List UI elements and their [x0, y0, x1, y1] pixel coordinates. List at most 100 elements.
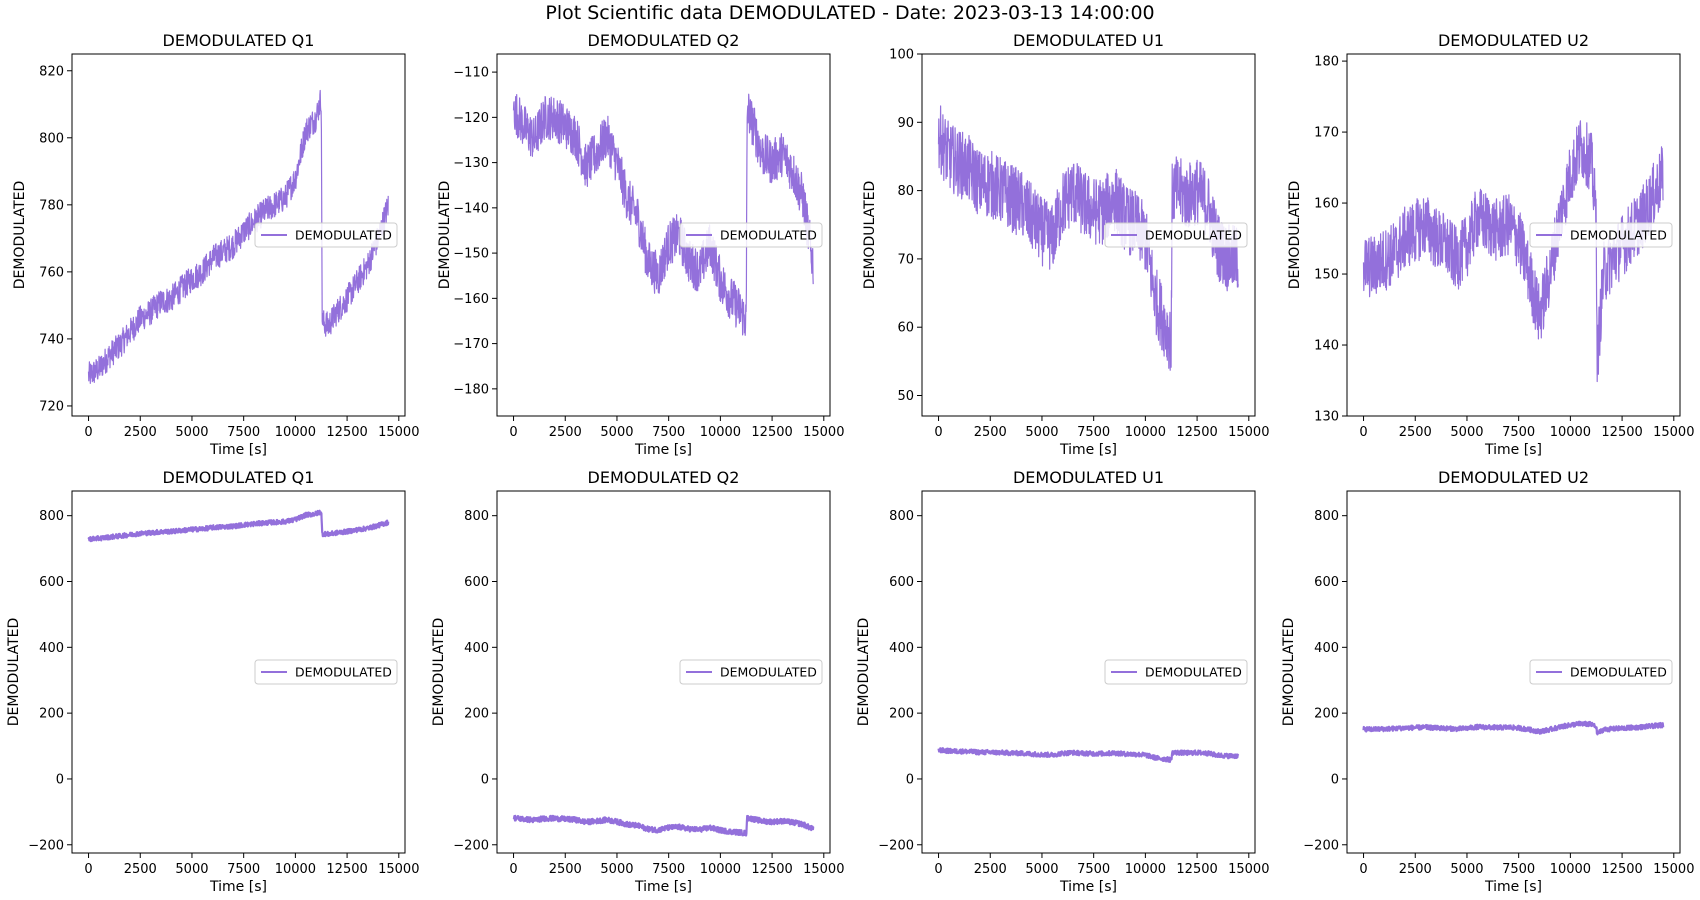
- axes-frame: [921, 490, 1256, 854]
- y-tick-label: 740: [39, 332, 64, 347]
- x-tick-label: 2500: [974, 862, 1007, 877]
- y-tick-label: 760: [39, 265, 64, 280]
- subplot-8: 0 2500 5000 7500 10000 12500 15000 −200 0 200 400 6…: [1281, 468, 1694, 895]
- legend-box: [679, 659, 823, 685]
- subplot-title: DEMODULATED Q1: [163, 468, 315, 487]
- subplot-1: 0 2500 5000 7500 10000 12500 15000 720 740 760 780…: [12, 31, 419, 458]
- x-tick-label: 10000: [275, 862, 316, 877]
- y-tick-label: −120: [453, 111, 489, 126]
- y-tick-label: 720: [39, 399, 64, 414]
- subplot-5: 0 2500 5000 7500 10000 12500 15000 −200 0 200 400 6…: [6, 468, 419, 895]
- x-tick-label: 0: [1359, 425, 1367, 440]
- legend: DEMODULATED: [1104, 659, 1248, 685]
- y-axis-label: DEMODULATED: [862, 181, 878, 290]
- y-axis-label: DEMODULATED: [1287, 181, 1303, 290]
- series-line: [937, 105, 1239, 371]
- y-tick-label: 90: [897, 116, 914, 131]
- x-tick-label: 0: [934, 862, 942, 877]
- x-tick-label: 0: [84, 425, 92, 440]
- y-tick-label: 200: [39, 707, 64, 722]
- x-tick-label: 2500: [1399, 425, 1432, 440]
- legend: DEMODULATED: [254, 222, 398, 248]
- series-line: [512, 93, 814, 336]
- y-tick-label: 600: [464, 575, 489, 590]
- legend-box: [1104, 222, 1248, 248]
- x-tick-label: 0: [1359, 862, 1367, 877]
- y-tick-label: 50: [897, 389, 914, 404]
- series-line: [1362, 120, 1664, 383]
- legend-box: [1104, 659, 1248, 685]
- axes-frame: [71, 490, 406, 854]
- legend-label: DEMODULATED: [1145, 228, 1242, 243]
- x-tick-label: 2500: [549, 425, 582, 440]
- x-tick-label: 2500: [124, 425, 157, 440]
- subplot-4: 0 2500 5000 7500 10000 12500 15000 130 140 150 160…: [1287, 31, 1694, 458]
- x-tick-label: 15000: [1228, 425, 1269, 440]
- legend-box: [1529, 222, 1673, 248]
- subplot-title: DEMODULATED Q1: [163, 31, 315, 50]
- x-tick-label: 5000: [1025, 862, 1058, 877]
- y-tick-label: 400: [39, 641, 64, 656]
- legend: DEMODULATED: [1104, 222, 1248, 248]
- x-tick-label: 5000: [1450, 425, 1483, 440]
- legend-box: [254, 659, 398, 685]
- y-tick-label: 0: [1331, 772, 1339, 787]
- y-tick-label: 800: [39, 509, 64, 524]
- x-tick-label: 0: [509, 425, 517, 440]
- y-tick-label: 820: [39, 64, 64, 79]
- x-tick-label: 15000: [803, 425, 844, 440]
- x-axis-label: Time [s]: [209, 879, 267, 895]
- y-tick-label: 160: [1314, 197, 1339, 212]
- y-tick-label: 600: [889, 575, 914, 590]
- legend: DEMODULATED: [679, 659, 823, 685]
- y-axis-label: DEMODULATED: [12, 181, 28, 290]
- x-tick-label: 5000: [175, 862, 208, 877]
- x-tick-label: 0: [509, 862, 517, 877]
- subplot-title: DEMODULATED Q2: [588, 468, 740, 487]
- x-axis-label: Time [s]: [1059, 442, 1117, 458]
- subplot-title: DEMODULATED Q2: [588, 31, 740, 50]
- x-tick-label: 10000: [700, 862, 741, 877]
- y-tick-label: 60: [897, 321, 914, 336]
- x-tick-label: 12500: [1601, 425, 1642, 440]
- y-tick-label: 180: [1314, 55, 1339, 70]
- x-tick-label: 12500: [1176, 862, 1217, 877]
- x-tick-label: 7500: [1502, 425, 1535, 440]
- x-tick-label: 12500: [1601, 862, 1642, 877]
- y-tick-label: −200: [453, 838, 489, 853]
- y-tick-label: 600: [39, 575, 64, 590]
- y-axis-label: DEMODULATED: [856, 618, 872, 727]
- x-tick-label: 7500: [652, 425, 685, 440]
- y-tick-label: 800: [39, 131, 64, 146]
- y-axis-label: DEMODULATED: [6, 618, 22, 727]
- series-line: [937, 747, 1240, 764]
- figure-title: Plot Scientific data DEMODULATED - Date:…: [545, 2, 1155, 24]
- subplot-title: DEMODULATED U1: [1013, 31, 1164, 50]
- x-tick-label: 5000: [1450, 862, 1483, 877]
- y-tick-label: −130: [453, 156, 489, 171]
- x-tick-label: 5000: [600, 425, 633, 440]
- x-tick-label: 12500: [326, 425, 367, 440]
- subplot-title: DEMODULATED U2: [1438, 31, 1589, 50]
- legend: DEMODULATED: [679, 222, 823, 248]
- x-tick-label: 15000: [803, 862, 844, 877]
- y-tick-label: −200: [878, 838, 914, 853]
- x-axis-label: Time [s]: [1484, 442, 1542, 458]
- legend-label: DEMODULATED: [1145, 665, 1242, 680]
- x-tick-label: 0: [84, 862, 92, 877]
- y-tick-label: 600: [1314, 575, 1339, 590]
- legend-box: [1529, 659, 1673, 685]
- x-tick-label: 12500: [326, 862, 367, 877]
- axes-frame: [1346, 53, 1681, 417]
- x-tick-label: 5000: [175, 425, 208, 440]
- y-tick-label: 780: [39, 198, 64, 213]
- y-tick-label: 0: [906, 772, 914, 787]
- legend-label: DEMODULATED: [720, 665, 817, 680]
- x-tick-label: 5000: [1025, 425, 1058, 440]
- y-axis-label: DEMODULATED: [1281, 618, 1297, 727]
- x-tick-label: 10000: [1550, 425, 1591, 440]
- y-tick-label: 200: [464, 707, 489, 722]
- y-tick-label: 800: [1314, 509, 1339, 524]
- y-tick-label: 400: [889, 641, 914, 656]
- x-tick-label: 7500: [227, 862, 260, 877]
